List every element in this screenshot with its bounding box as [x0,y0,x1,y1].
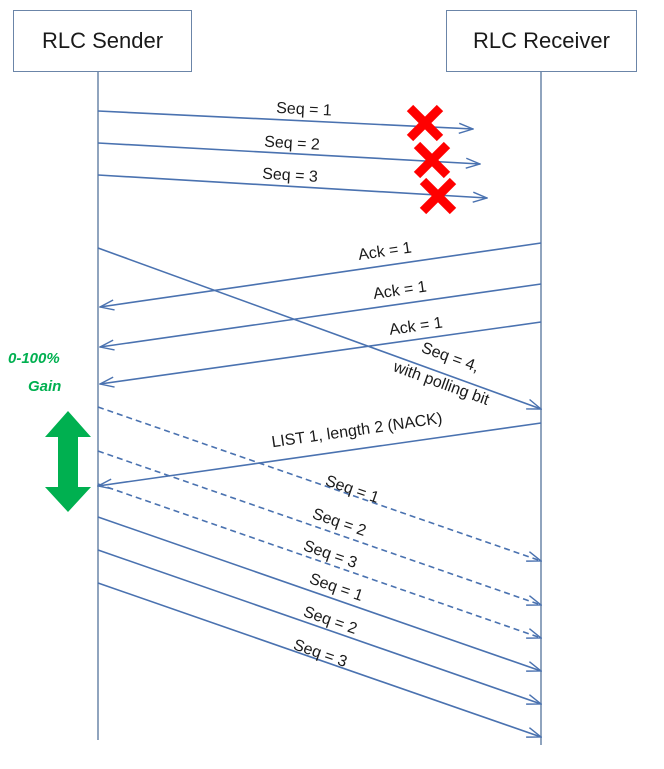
message-seq2-lost: Seq = 2 [97,134,480,164]
message-arrow [97,142,480,164]
message-seq3-retx: Seq = 3 [97,582,541,737]
message-arrow [97,549,541,704]
message-seq1-lost: Seq = 1 [97,100,473,129]
gain-label: 0-100% Gain [8,345,100,401]
message-arrow [97,110,473,129]
message-label: Seq = 3 [262,166,319,186]
message-arrow [97,450,541,605]
message-label: Seq = 1 [276,100,332,120]
message-arrow [100,242,542,307]
lost-cross-icon [419,177,457,215]
message-label: Seq = 3 [291,637,349,671]
message-arrow [98,422,542,486]
lost-cross-icon [413,141,451,179]
message-arrow [97,406,541,561]
message-arrow [97,247,541,410]
message-arrow [100,321,542,384]
gain-text: Gain [28,378,62,395]
message-ack1-b: Ack = 1 [100,278,542,347]
message-label: Seq = 1 [323,473,381,507]
message-label: Seq = 2 [301,604,359,638]
message-label: Seq = 3 [301,538,359,572]
gain-percent-text: 0-100% [8,350,60,367]
message-arrow [97,582,541,737]
message-label: Ack = 1 [357,239,413,264]
message-arrow [97,516,541,671]
receiver-title: RLC Receiver [473,28,610,53]
message-label: Ack = 1 [388,315,444,339]
message-arrow [97,174,487,198]
receiver-box: RLC Receiver [446,10,637,72]
lost-cross-icon [406,104,444,142]
message-label: Ack = 1 [372,278,428,302]
message-label: LIST 1, length 2 (NACK) [271,410,444,451]
sender-box: RLC Sender [13,10,192,72]
message-arrow [100,283,542,347]
message-seq3-lost: Seq = 3 [97,166,487,198]
message-arrow [97,483,541,638]
message-label: Seq = 2 [264,134,321,154]
gain-double-arrow-icon [45,411,91,512]
sender-title: RLC Sender [41,28,164,53]
message-seq4-poll: Seq = 4,with polling bit [97,247,541,410]
